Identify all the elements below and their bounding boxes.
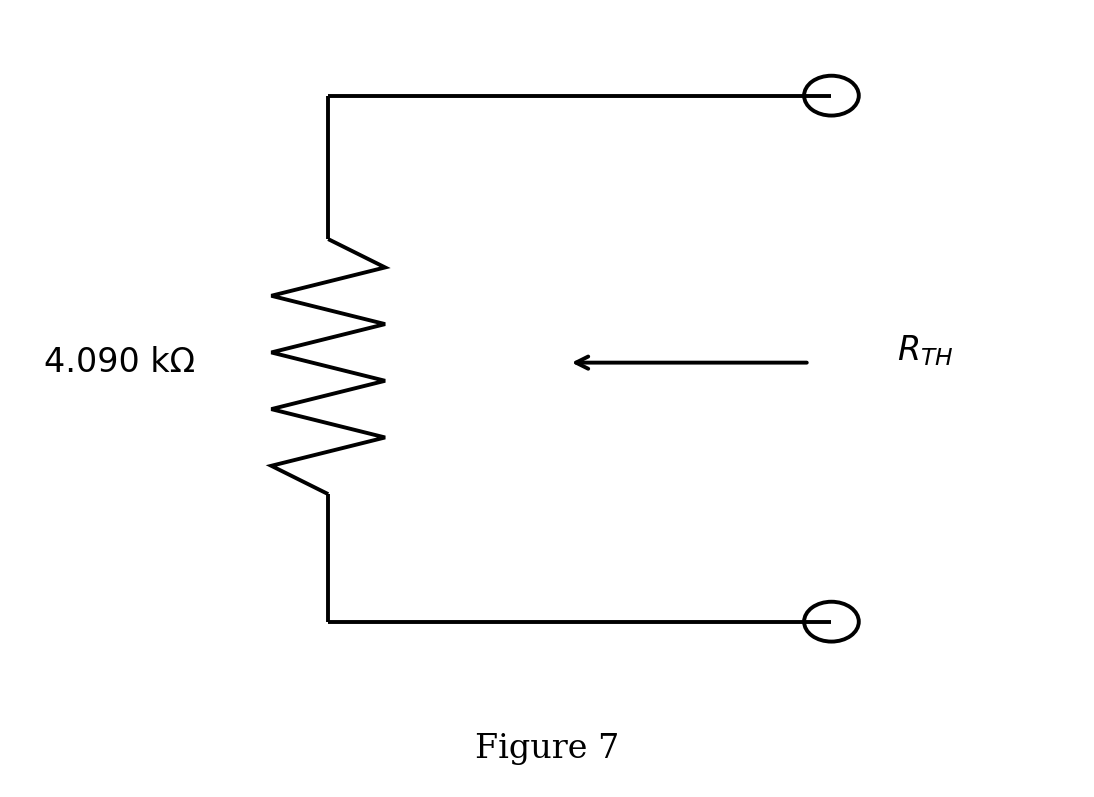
Text: $R_{TH}$: $R_{TH}$ (897, 333, 954, 368)
Text: 4.090 kΩ: 4.090 kΩ (44, 346, 195, 379)
Text: Figure 7: Figure 7 (475, 733, 619, 765)
